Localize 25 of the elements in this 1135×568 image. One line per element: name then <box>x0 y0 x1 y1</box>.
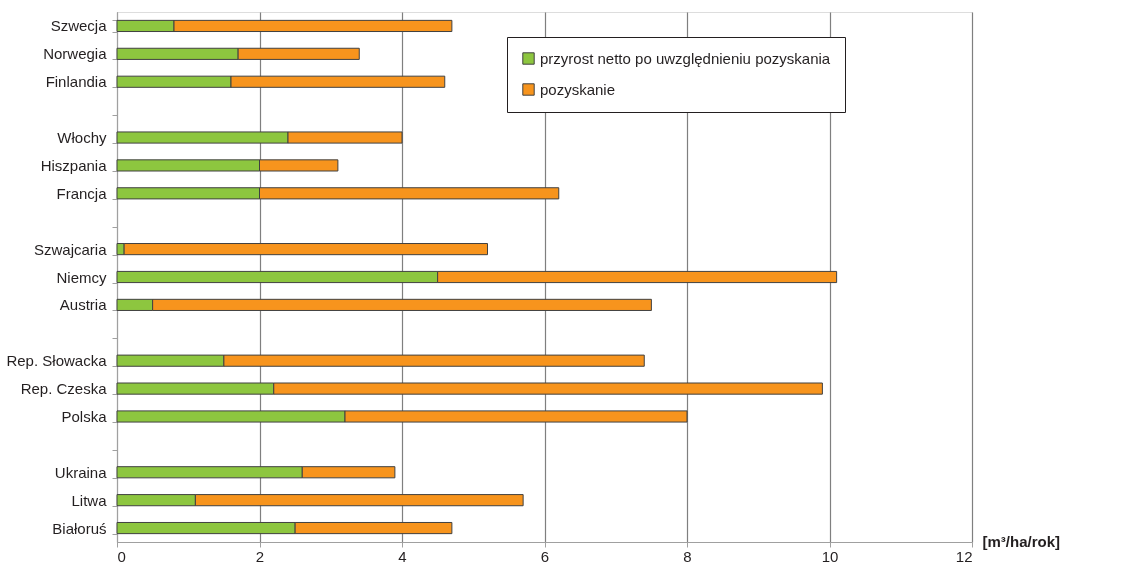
y-tick-label: Rep. Czeska <box>20 380 108 398</box>
legend-label: przyrost netto po uwzględnieniu pozyskania <box>540 49 831 67</box>
y-tick-label: Norwegia <box>43 45 108 63</box>
y-tick-label: Szwajcaria <box>33 240 108 258</box>
y-tick-label: Ukraina <box>54 463 108 481</box>
y-tick-label: Rep. Słowacka <box>6 352 108 370</box>
x-tick-label: 10 <box>821 547 839 565</box>
y-tick-label: Francja <box>56 184 108 202</box>
x-tick-label: 2 <box>255 547 265 565</box>
y-tick-label: Białoruś <box>52 519 107 537</box>
legend-label: pozyskanie <box>540 80 616 98</box>
x-tick-label: 8 <box>683 547 692 565</box>
y-tick-label: Niemcy <box>56 268 107 286</box>
y-tick-label: Finlandia <box>45 73 108 91</box>
y-tick-label: Litwa <box>71 491 108 509</box>
y-tick-label: Hiszpania <box>40 156 108 174</box>
x-tick-label: 6 <box>540 547 550 565</box>
x-tick-label: 0 <box>117 547 126 565</box>
x-tick-label: 12 <box>955 547 973 565</box>
y-tick-label: Polska <box>61 407 108 425</box>
y-tick-label: Szwecja <box>50 17 108 35</box>
y-tick-label: Włochy <box>57 129 107 147</box>
x-tick-label: 4 <box>398 547 407 565</box>
y-tick-label: Austria <box>59 296 108 314</box>
x-axis-title: [m³/ha/rok] <box>982 532 1061 550</box>
